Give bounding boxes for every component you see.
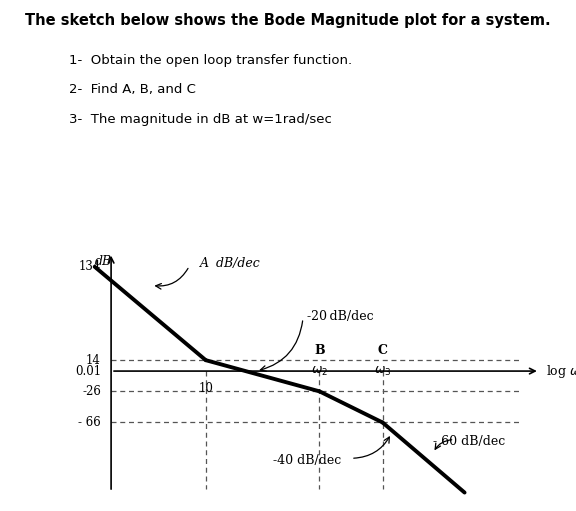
Text: - 60 dB/dec: - 60 dB/dec <box>433 435 505 448</box>
Text: 10: 10 <box>198 382 213 395</box>
Text: -20 dB/dec: -20 dB/dec <box>307 310 373 323</box>
Text: 14: 14 <box>86 354 101 367</box>
Text: 3-  The magnitude in dB at w=1rad/sec: 3- The magnitude in dB at w=1rad/sec <box>69 113 332 126</box>
Text: C: C <box>377 344 388 357</box>
Text: The sketch below shows the Bode Magnitude plot for a system.: The sketch below shows the Bode Magnitud… <box>25 13 551 28</box>
Text: 2-  Find A, B, and C: 2- Find A, B, and C <box>69 83 196 96</box>
Text: 134: 134 <box>78 260 101 273</box>
Text: 0.01: 0.01 <box>75 364 101 378</box>
Text: B: B <box>314 344 325 357</box>
Text: A  dB/dec: A dB/dec <box>199 257 260 270</box>
Text: dB: dB <box>95 255 112 268</box>
Text: $\omega_2$: $\omega_2$ <box>311 365 328 378</box>
Text: log $\omega$: log $\omega$ <box>546 363 576 380</box>
Text: -40 dB/dec: -40 dB/dec <box>272 454 341 467</box>
Text: -26: -26 <box>82 385 101 398</box>
Text: $\omega_3$: $\omega_3$ <box>374 365 391 378</box>
Text: - 66: - 66 <box>78 416 101 429</box>
Text: 1-  Obtain the open loop transfer function.: 1- Obtain the open loop transfer functio… <box>69 54 353 66</box>
